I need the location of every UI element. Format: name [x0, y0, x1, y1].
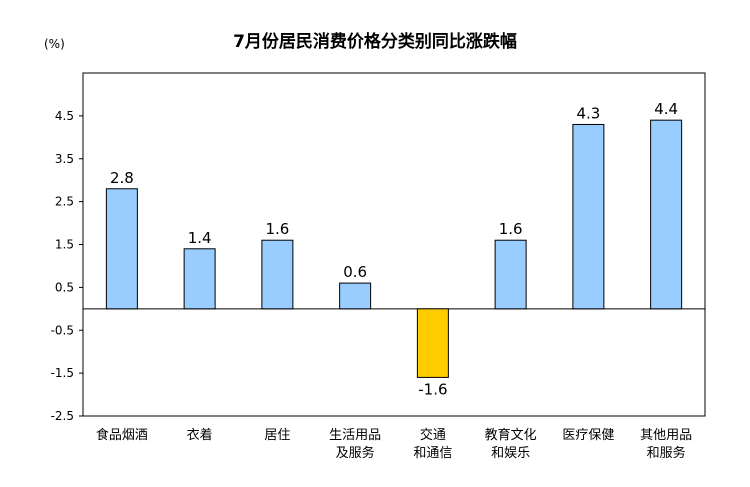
- x-category-label: 居住: [264, 428, 290, 443]
- plot-frame: [82, 72, 706, 417]
- y-tick-label: 0.5: [55, 280, 74, 294]
- data-label: 0.6: [343, 263, 367, 281]
- plot-area: 4.5 3.5 2.5 1.5 0.5 -0.5 -1.5 -2.5 2.8 食品烟酒 1.4 衣着 1…: [51, 72, 706, 461]
- bar: [261, 239, 294, 310]
- data-label: -1.6: [418, 380, 447, 398]
- y-tick-label: 3.5: [55, 152, 74, 166]
- x-category-label: 及服务: [336, 445, 375, 461]
- y-tick-label: -1.5: [51, 366, 74, 380]
- x-category-label: 衣着: [187, 427, 213, 443]
- x-category-label: 其他用品: [640, 428, 692, 443]
- x-category-label: 教育文化: [485, 427, 537, 443]
- data-label: 2.8: [110, 169, 134, 187]
- bar: [416, 308, 449, 378]
- chart-title: 7月份居民消费价格分类别同比涨跌幅: [233, 31, 517, 52]
- y-tick-label: -0.5: [51, 323, 74, 337]
- data-label: 1.4: [188, 229, 212, 247]
- y-tick-label: 2.5: [55, 195, 74, 209]
- x-category-label: 和娱乐: [491, 446, 530, 461]
- data-label: 4.3: [576, 104, 600, 122]
- y-tick-label: 1.5: [55, 238, 74, 252]
- bar: [183, 248, 216, 310]
- bar: [105, 188, 138, 310]
- bar: [339, 282, 372, 310]
- bar: [650, 119, 683, 310]
- y-tick-label: -2.5: [51, 409, 74, 423]
- data-label: 1.6: [499, 220, 523, 238]
- x-category-label: 交通: [420, 427, 446, 443]
- data-label: 1.6: [265, 220, 289, 238]
- x-category-label: 食品烟酒: [96, 427, 148, 443]
- y-tick-label: 4.5: [55, 109, 74, 123]
- x-category-label: 医疗保健: [562, 428, 614, 443]
- x-category-label: 生活用品: [329, 428, 381, 443]
- x-category-label: 和服务: [647, 445, 686, 461]
- bar: [494, 239, 527, 310]
- unit-label: (%): [44, 37, 65, 51]
- bar: [572, 123, 605, 310]
- x-category-label: 和通信: [413, 446, 452, 461]
- data-label: 4.4: [654, 100, 678, 118]
